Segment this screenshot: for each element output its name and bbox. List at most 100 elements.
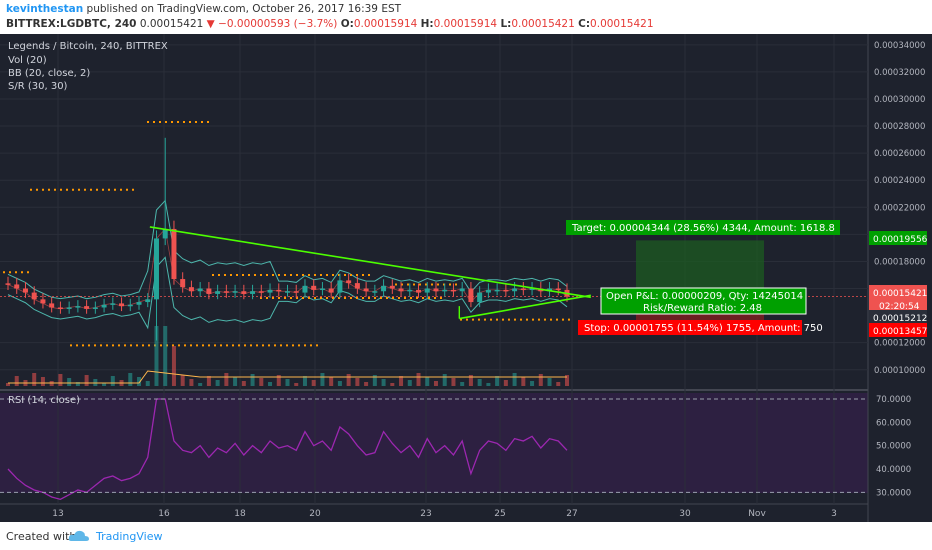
candle-body xyxy=(442,289,448,292)
candle-body xyxy=(101,304,107,308)
price-tick-label: 0.00032000 xyxy=(874,68,925,78)
high-value: 0.00015914 xyxy=(433,18,498,30)
candle-body xyxy=(494,289,500,292)
candle-body xyxy=(293,291,299,293)
candle-body xyxy=(433,288,439,292)
time-tick-label: 20 xyxy=(309,509,321,519)
triangle-trendlines[interactable] xyxy=(149,226,591,320)
time-tick-label: 13 xyxy=(52,509,63,519)
candle-body xyxy=(319,288,325,291)
candle-body xyxy=(529,288,535,291)
stop-label: Stop: 0.00001755 (11.54%) 1755, Amount: … xyxy=(584,323,823,334)
candle-body xyxy=(372,291,378,293)
price-tick-label: 0.00034000 xyxy=(874,41,925,51)
volume-bar xyxy=(110,376,115,386)
volume-bar xyxy=(154,326,159,386)
created-with-label: Created with xyxy=(6,530,77,543)
price-tick-label: 0.00024000 xyxy=(874,176,925,186)
rsi-levels xyxy=(0,398,868,493)
volume-bar xyxy=(163,326,168,386)
candle-body xyxy=(153,238,159,300)
time-tick-label: 23 xyxy=(420,509,431,519)
target-tag[interactable] xyxy=(566,220,840,235)
open-label: O: xyxy=(340,18,354,30)
volume-bar xyxy=(329,377,334,386)
time-axis: 13 16 18 20 23 25 27 30 Nov 3 xyxy=(52,509,837,519)
candle-body xyxy=(162,228,168,239)
volume-bar xyxy=(250,374,255,386)
candle-body xyxy=(180,279,186,288)
candle-body xyxy=(468,288,474,303)
volume-bar xyxy=(372,375,377,386)
time-tick-label: 30 xyxy=(679,509,691,519)
candle-body xyxy=(398,288,404,292)
candle-body xyxy=(223,291,229,293)
trendline-upper xyxy=(149,226,591,299)
candle-body xyxy=(258,291,264,293)
tradingview-cloud-icon xyxy=(68,530,89,541)
symbol-label: BITTREX:LGDBTC, 240 xyxy=(6,18,137,30)
candle-body xyxy=(197,288,203,292)
candle-body xyxy=(363,288,369,292)
candle-body xyxy=(354,283,360,289)
candle-body xyxy=(485,289,491,293)
candle-body xyxy=(389,285,395,289)
tradingview-link[interactable]: TradingView xyxy=(96,530,163,543)
rsi-line xyxy=(7,398,568,501)
chart-area[interactable]: 0.00034000 0.00032000 0.00030000 0.00028000… xyxy=(0,34,932,522)
open-pl-label: Open P&L: 0.00000209, Qty: 14245014 xyxy=(606,291,803,302)
volume-bar xyxy=(512,373,517,386)
rsi-series xyxy=(7,398,568,501)
candle-body xyxy=(381,285,387,292)
volume-bar xyxy=(302,376,307,386)
price-tick-label: 0.00018000 xyxy=(874,257,925,267)
rsi-tick-label: 40.0000 xyxy=(876,465,911,475)
candle-body xyxy=(450,289,456,292)
volume-bar xyxy=(556,382,561,386)
open-value: 0.00015914 xyxy=(353,18,418,30)
volume-bar xyxy=(198,383,203,386)
rsi-tick-label: 30.0000 xyxy=(876,488,911,498)
volume-ma xyxy=(8,370,567,384)
published-info: published on TradingView.com, October 26… xyxy=(86,3,402,15)
down-arrow-icon: ▼ xyxy=(206,18,215,30)
volume-bar xyxy=(538,374,543,386)
volume-bar xyxy=(355,378,360,386)
volume-bar xyxy=(84,375,89,386)
volume-bar xyxy=(75,382,80,386)
volume-bar xyxy=(565,375,569,386)
volume-bar xyxy=(495,376,500,386)
candle-body xyxy=(503,289,509,292)
low-value: 0.00015421 xyxy=(511,18,575,30)
candle-body xyxy=(346,280,352,284)
risk-reward-label: Risk/Reward Ratio: 2.48 xyxy=(643,303,762,314)
author-link[interactable]: kevinthestan xyxy=(6,3,84,15)
candle-body xyxy=(119,303,125,307)
candle-body xyxy=(328,288,334,293)
candle-body xyxy=(188,287,194,292)
candle-body xyxy=(407,289,413,292)
publication-header: kevinthestan published on TradingView.co… xyxy=(0,0,932,34)
volume-bar xyxy=(425,377,430,386)
price-tag-stop-text: 0.00013457 xyxy=(873,327,927,337)
close-value: 0.00015421 xyxy=(590,18,654,30)
candle-body xyxy=(5,283,11,285)
support-resistance-levels xyxy=(3,121,570,347)
stop-tag[interactable] xyxy=(578,320,802,335)
candle-body xyxy=(14,284,20,289)
volume-bar xyxy=(180,375,185,386)
open-pl-tag[interactable] xyxy=(600,287,807,315)
candle-body xyxy=(555,288,561,291)
candle-body xyxy=(110,303,116,305)
legend-bb: BB (20, close, 2) xyxy=(8,68,90,79)
footer: Created with TradingView xyxy=(0,522,932,550)
volume-bar xyxy=(189,379,194,386)
chart-svg[interactable]: 0.00034000 0.00032000 0.00030000 0.00028000… xyxy=(0,34,932,522)
volume-bar xyxy=(364,382,369,386)
volume-bar xyxy=(486,383,491,386)
candle-body xyxy=(49,303,55,308)
close-label: C: xyxy=(578,18,591,30)
volume-bar xyxy=(294,383,299,386)
volume-bar xyxy=(311,380,316,386)
price-tick-label: 0.00028000 xyxy=(874,122,925,132)
